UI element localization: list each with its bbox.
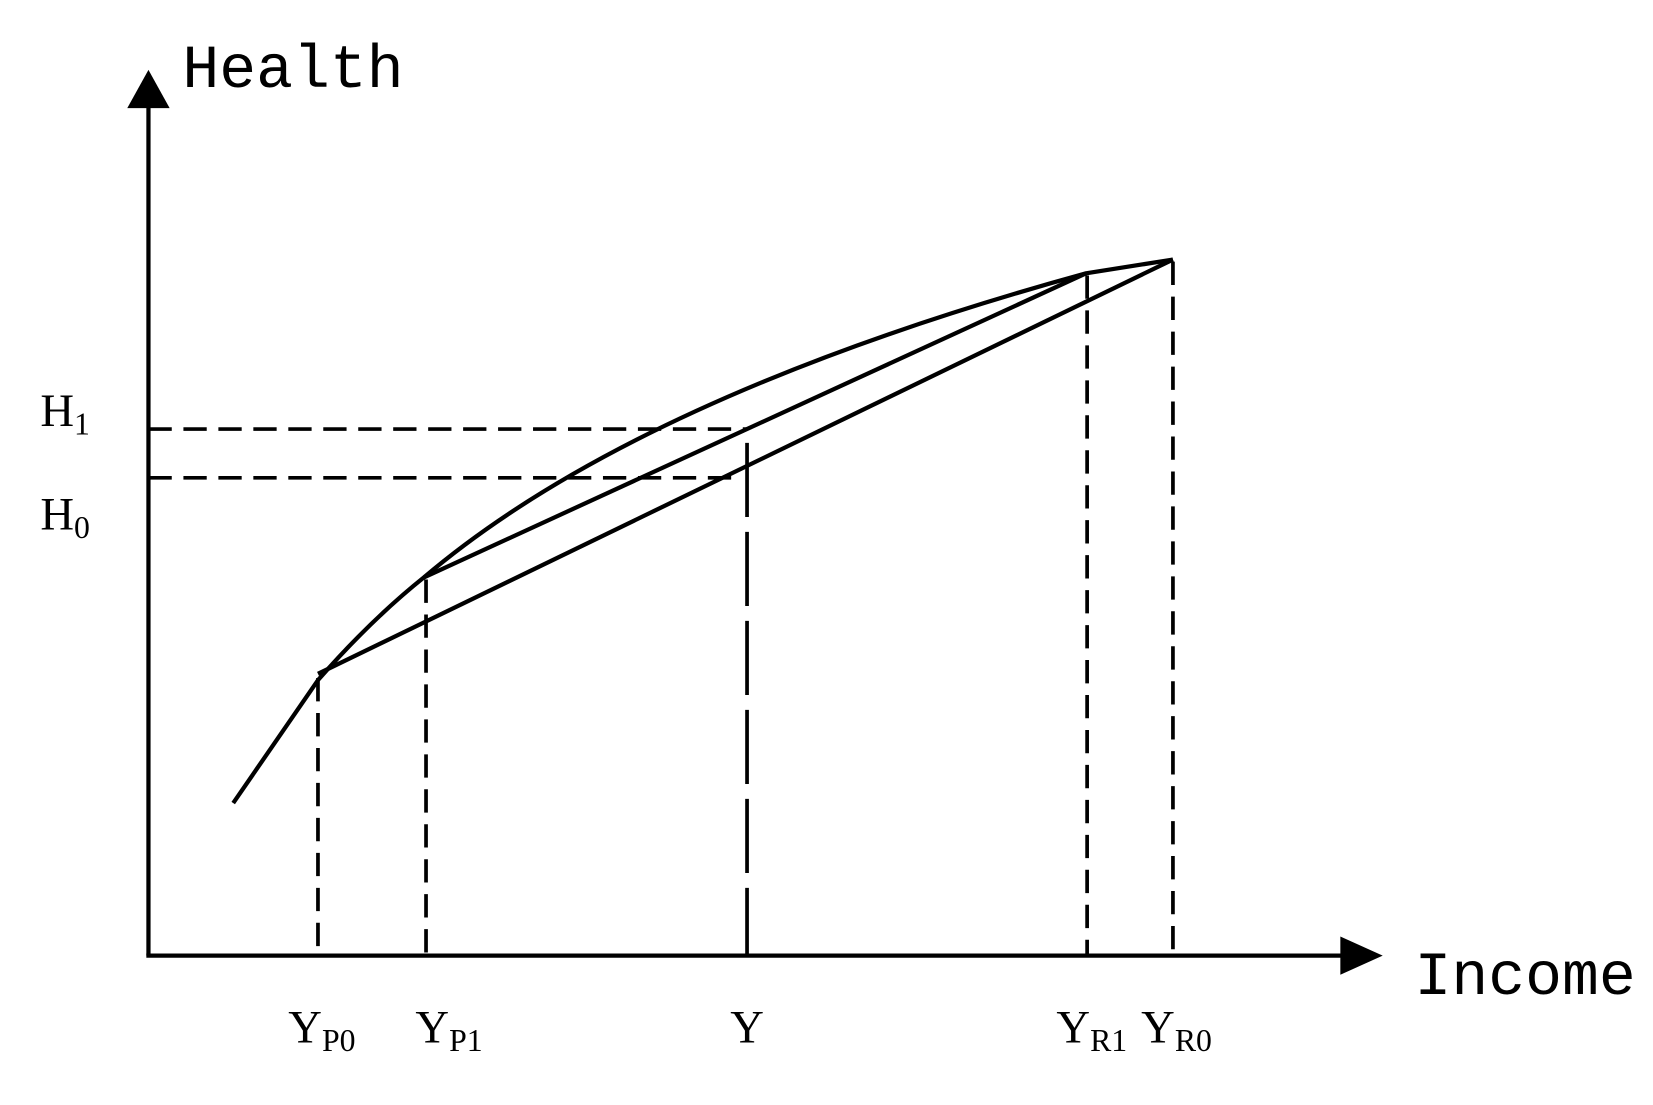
label-main: Y (415, 1001, 449, 1053)
y-axis-label: Health (182, 37, 403, 106)
label-main: Y (288, 1001, 322, 1053)
label-main: H (40, 385, 74, 437)
yr0-label: YR0 (1141, 1001, 1212, 1057)
h0-label: H0 (40, 489, 90, 545)
x-axis-label: Income (1414, 944, 1635, 1013)
label-sub: P1 (449, 1023, 483, 1058)
yp0-label: YP0 (288, 1001, 355, 1057)
y-label: Y (730, 1001, 764, 1053)
label-sub: P0 (322, 1023, 356, 1058)
yp1-label: YP1 (415, 1001, 482, 1057)
h1-label: H1 (40, 385, 90, 441)
label-sub: R0 (1175, 1023, 1212, 1058)
chord-1 (423, 271, 1087, 580)
label-sub: R1 (1090, 1023, 1127, 1058)
label-sub: 0 (74, 510, 90, 545)
label-main: H (40, 489, 74, 541)
yr1-label: YR1 (1056, 1001, 1127, 1057)
y-axis-arrow (127, 69, 170, 109)
label-main: Y (1056, 1001, 1090, 1053)
label-sub: 1 (74, 406, 90, 441)
health-curve (231, 257, 1174, 805)
label-main: Y (1141, 1001, 1175, 1053)
x-axis-arrow (1340, 936, 1383, 975)
